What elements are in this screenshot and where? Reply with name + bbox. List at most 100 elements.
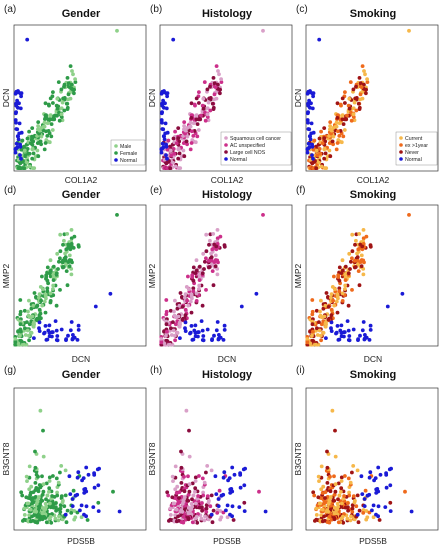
scatter-point [222,243,227,248]
scatter-point-normal [371,503,376,508]
scatter-point-normal [84,504,89,509]
scatter-point-normal [226,478,231,483]
scatter-point [200,303,205,308]
scatter-point [194,299,199,303]
scatter-point [51,272,55,276]
scatter-point-normal [96,509,101,513]
legend-label-ex: ex >1year [405,143,428,149]
scatter-point [348,80,353,84]
scatter-point-normal [43,324,48,328]
scatter-point-normal [216,497,221,501]
scatter-point [261,213,265,217]
scatter-point-normal [387,467,392,472]
scatter-point-normal [346,328,351,333]
scatter-point [60,118,65,123]
y-axis-label-i: B3GNT8 [293,442,303,475]
scatter-point [319,164,324,169]
scatter-point [209,493,214,498]
scatter-point [47,140,52,145]
scatter-point [43,116,48,120]
scatter-point [204,256,208,261]
scatter-point [45,278,50,283]
scatter-point-normal [219,493,224,498]
scatter-point [53,113,57,118]
scatter-point [73,80,78,84]
y-axis-label-d: MMP2 [1,263,11,288]
scatter-point [23,333,28,337]
scatter-point [200,271,205,276]
scatter-point [242,500,247,505]
scatter-point-normal [311,94,315,99]
plot-area-d [13,204,147,347]
scatter-point [207,258,211,263]
scatter-point [218,234,223,239]
scatter-point [202,80,207,84]
scatter-point [173,333,177,338]
scatter-point [18,333,22,338]
scatter-point [27,129,31,134]
scatter-point-normal [310,153,314,158]
scatter-point [182,474,186,479]
scatter-point [348,267,352,271]
scatter-point [308,341,313,346]
scatter-point [194,96,199,101]
scatter-point-normal [368,470,373,475]
scatter-point-normal [76,328,81,332]
scatter-point [27,487,32,492]
y-axis-label-c: DCN [293,89,303,107]
scatter-point [214,64,219,68]
scatter-point [335,501,340,506]
scatter-point [346,103,351,108]
legend-label-female: Female [120,151,137,157]
scatter-point-normal [68,492,73,496]
scatter-point [30,514,34,519]
scatter-point [65,508,70,513]
scatter-point [22,148,27,153]
scatter-point [56,480,61,485]
plot-area-f [305,204,439,347]
panel-title-f: Smoking [350,189,396,201]
scatter-point [182,154,187,159]
scatter-point [346,501,350,505]
panel-letter-f: (f) [296,185,305,196]
scatter-point [211,232,216,236]
scatter-point-normal [160,89,165,94]
scatter-point [337,278,342,283]
scatter-point [368,243,373,248]
panel-title-b: Histology [202,8,253,20]
scatter-point-normal [385,304,390,309]
scatter-point [317,160,321,165]
scatter-point [96,500,101,505]
scatter-point [39,298,43,303]
scatter-point [208,238,212,243]
scatter-point [30,147,35,152]
scatter-point-normal [306,103,311,108]
scatter-point [351,494,356,498]
scatter-point [57,118,62,123]
scatter-point [173,298,177,303]
scatter-point-normal [225,503,230,508]
scatter-point-normal [76,470,81,475]
scatter-point [47,475,52,480]
scatter-point [180,295,184,299]
scatter-point [27,164,32,169]
scatter-point [68,64,73,68]
scatter-point [67,253,72,258]
scatter-point [175,306,180,311]
scatter-point-normal [362,504,367,508]
scatter-point [335,101,340,106]
scatter-point-normal [71,333,75,337]
scatter-point-normal [160,141,165,146]
panel-letter-c: (c) [296,4,308,15]
scatter-points-g [19,408,122,525]
scatter-point [59,494,64,498]
scatter-point [172,151,177,156]
scatter-point-normal [358,333,362,338]
scatter-point [344,117,349,122]
scatter-point [206,100,211,105]
legend-label-current: Current [405,136,423,142]
scatter-point-normal [117,509,122,514]
scatter-point [59,112,64,117]
panel-letter-a: (a) [4,4,16,15]
scatter-point [58,470,62,475]
